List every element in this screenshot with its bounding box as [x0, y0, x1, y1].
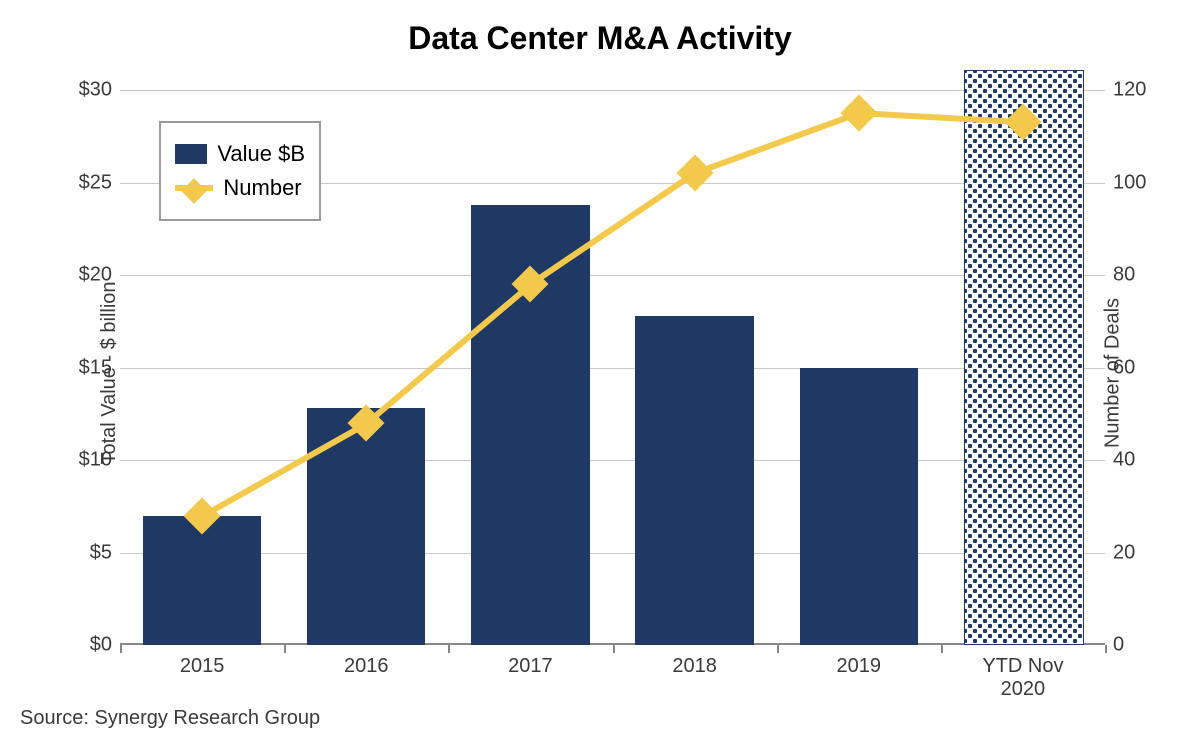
- y-right-tick: 40: [1113, 449, 1135, 472]
- y-left-tick: $30: [79, 79, 112, 102]
- legend-swatch-line: [175, 185, 213, 191]
- y-right-tick: 80: [1113, 264, 1135, 287]
- y-axis-left-label: Total Value - $ billion: [98, 281, 121, 464]
- line-segment: [695, 110, 861, 176]
- x-tick-mark: [448, 645, 450, 653]
- y-left-tick: $25: [79, 171, 112, 194]
- line-marker: [840, 95, 877, 132]
- x-tick-label: 2018: [672, 655, 717, 678]
- x-tick-label: 2016: [344, 655, 389, 678]
- chart-title: Data Center M&A Activity: [0, 20, 1200, 57]
- y-right-tick: 120: [1113, 79, 1146, 102]
- x-tick-mark: [777, 645, 779, 653]
- gridline: [120, 275, 1105, 276]
- bar: [635, 316, 753, 645]
- x-tick-label: 2015: [180, 655, 225, 678]
- chart-container: Data Center M&A Activity $0$5$10$15$20$2…: [0, 0, 1200, 746]
- gridline: [120, 460, 1105, 461]
- y-left-tick: $0: [90, 634, 112, 657]
- x-tick-mark: [284, 645, 286, 653]
- legend-item: Number: [175, 171, 305, 205]
- bar: [964, 70, 1084, 646]
- legend-label: Value $B: [217, 141, 305, 167]
- y-right-tick: 20: [1113, 541, 1135, 564]
- y-right-tick: 100: [1113, 171, 1146, 194]
- plot-area: $0$5$10$15$20$25$30020406080100120201520…: [120, 90, 1105, 645]
- x-tick-label: 2017: [508, 655, 553, 678]
- y-axis-right-label: Number of Deals: [1101, 298, 1124, 448]
- x-tick-mark: [120, 645, 122, 653]
- gridline: [120, 90, 1105, 91]
- x-tick-mark: [613, 645, 615, 653]
- x-tick-label: 2019: [837, 655, 882, 678]
- y-right-tick: 0: [1113, 634, 1124, 657]
- bar: [143, 516, 261, 646]
- gridline: [120, 368, 1105, 369]
- bar: [800, 368, 918, 646]
- x-tick-label: YTD Nov 2020: [982, 655, 1063, 701]
- legend-item: Value $B: [175, 137, 305, 171]
- x-tick-mark: [941, 645, 943, 653]
- y-left-tick: $5: [90, 541, 112, 564]
- x-tick-mark: [1105, 645, 1107, 653]
- gridline: [120, 553, 1105, 554]
- legend: Value $B Number: [159, 121, 321, 221]
- source-text: Source: Synergy Research Group: [20, 707, 320, 730]
- legend-swatch-bar: [175, 144, 207, 164]
- legend-label: Number: [223, 175, 301, 201]
- line-marker: [676, 155, 713, 192]
